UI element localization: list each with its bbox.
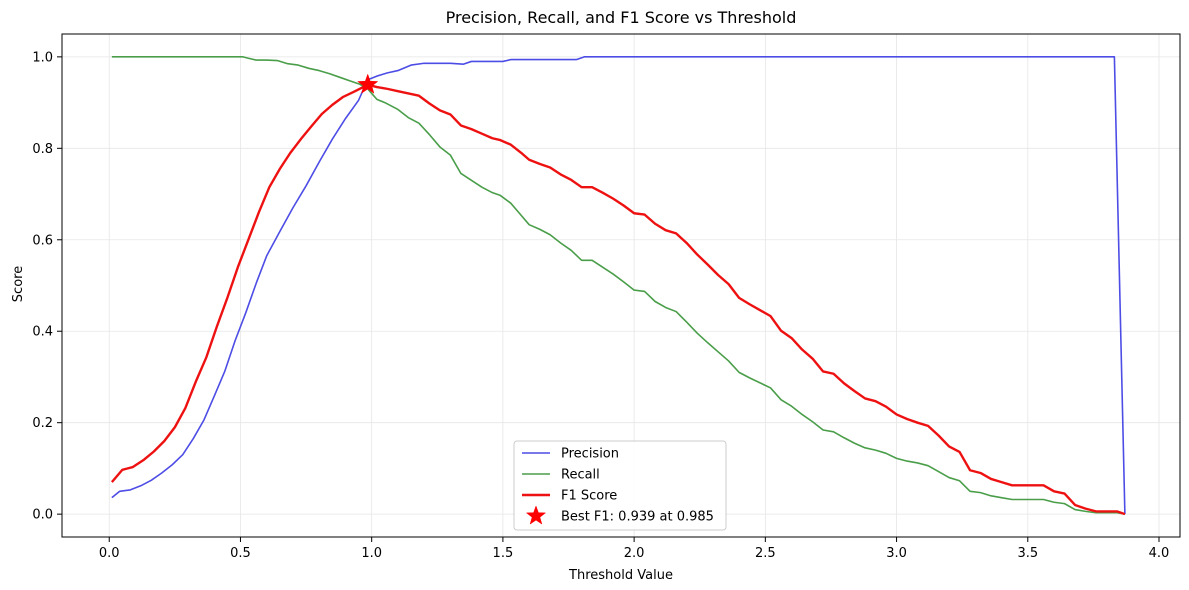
y-tick-label: 0.2 <box>32 416 53 431</box>
x-tick-label: 1.5 <box>493 546 514 561</box>
legend-label-recall: Recall <box>561 468 600 483</box>
plot-area: 0.0 0.5 1.0 1.5 2.0 2.5 3.0 3.5 4.0 0.0 0.2 0.4 0.6 0… <box>32 33 1181 561</box>
x-tick-label: 1.0 <box>361 546 382 561</box>
x-tick-label: 3.5 <box>1017 546 1038 561</box>
series-line-precision <box>111 56 1126 515</box>
y-tick-label: 0.4 <box>32 325 53 340</box>
y-tick-label: 0.0 <box>32 508 53 523</box>
chart-title: Precision, Recall, and F1 Score vs Thres… <box>446 8 797 27</box>
y-tick-label: 0.8 <box>32 142 53 157</box>
legend-label-precision: Precision <box>561 447 619 462</box>
series-line-f1-score <box>110 83 1126 516</box>
x-tick-label: 2.0 <box>624 546 645 561</box>
x-tick-label: 0.5 <box>230 546 251 561</box>
legend-label-f1-score: F1 Score <box>561 489 617 504</box>
y-axis-label: Score <box>11 266 26 302</box>
axes-frame <box>61 33 1181 538</box>
x-tick-label: 4.0 <box>1149 546 1170 561</box>
x-tick-label: 2.5 <box>755 546 776 561</box>
x-tick-label: 0.0 <box>99 546 120 561</box>
x-tick-label: 3.0 <box>886 546 907 561</box>
legend-label-best-f1-0-939-at-0-985: Best F1: 0.939 at 0.985 <box>561 510 714 525</box>
legend-box <box>513 440 727 531</box>
y-tick-label: 0.6 <box>32 233 53 248</box>
y-tick-label: 1.0 <box>32 50 53 65</box>
legend-star-swatch <box>525 505 547 525</box>
legend: Precision Recall F1 Score Best F1: 0.939 at… <box>513 440 727 531</box>
best-f1-star-marker <box>357 73 379 94</box>
x-axis-label: Threshold Value <box>568 568 673 583</box>
